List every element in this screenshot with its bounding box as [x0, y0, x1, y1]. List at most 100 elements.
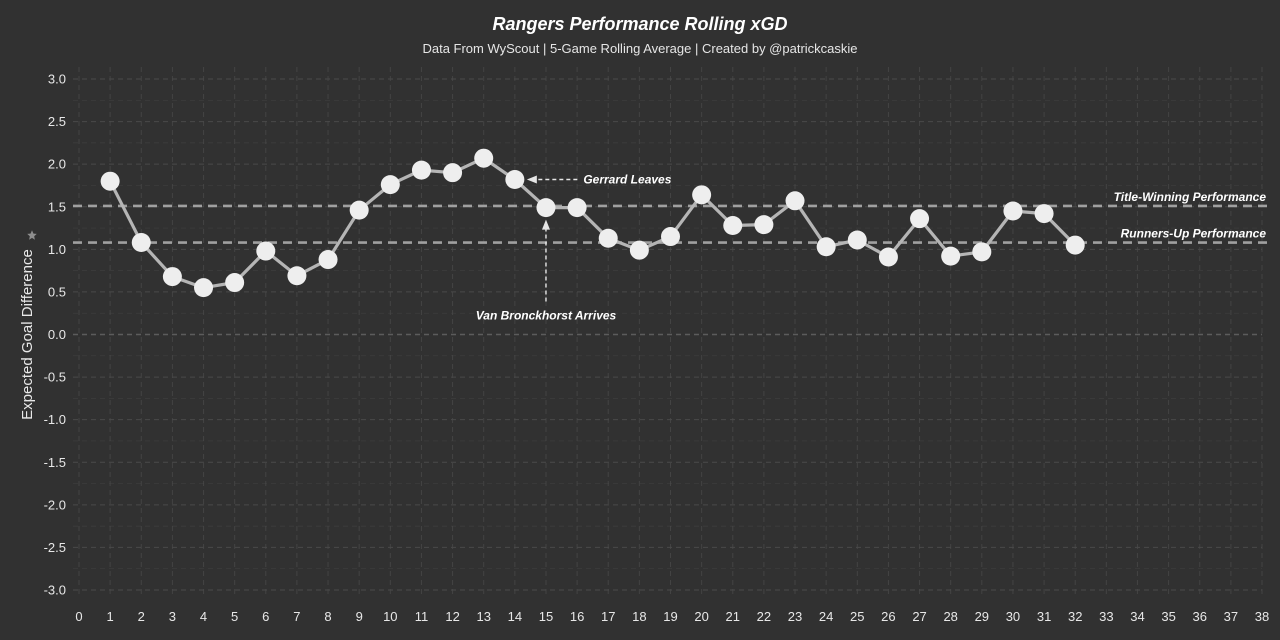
x-tick-label: 36	[1193, 609, 1207, 624]
x-tick-label: 0	[75, 609, 82, 624]
data-point	[941, 246, 961, 266]
y-tick-label: -2.0	[44, 497, 66, 512]
chart-title: Rangers Performance Rolling xGD	[492, 14, 788, 34]
data-point	[785, 191, 805, 211]
data-point	[1034, 204, 1054, 224]
data-point	[131, 233, 151, 253]
data-point	[723, 215, 743, 235]
y-tick-label: 0.0	[48, 327, 66, 342]
y-tick-label: 1.0	[48, 242, 66, 257]
x-tick-label: 26	[881, 609, 895, 624]
x-tick-label: 1	[107, 609, 114, 624]
x-tick-label: 7	[293, 609, 300, 624]
annotation-label: Van Bronckhorst Arrives	[476, 309, 617, 323]
data-point	[380, 175, 400, 195]
annotation-label: Gerrard Leaves	[583, 172, 671, 186]
x-tick-label: 33	[1099, 609, 1113, 624]
y-tick-label: 1.5	[48, 199, 66, 214]
x-tick-label: 3	[169, 609, 176, 624]
data-point	[349, 200, 369, 220]
data-point	[411, 160, 431, 180]
y-tick-label: -2.5	[44, 540, 66, 555]
x-tick-label: 34	[1130, 609, 1144, 624]
reference-lines-layer: Title-Winning Performance Runners-Up Perf…	[73, 190, 1272, 244]
data-point	[443, 163, 463, 183]
series-layer	[100, 148, 1085, 298]
x-tick-label: 29	[975, 609, 989, 624]
data-point	[661, 227, 680, 247]
data-point	[629, 240, 649, 260]
data-point	[474, 148, 494, 168]
data-point	[100, 171, 120, 191]
data-point	[287, 266, 307, 286]
data-point	[1003, 201, 1023, 221]
x-tick-label: 38	[1255, 609, 1269, 624]
data-point	[598, 228, 618, 248]
data-point	[910, 209, 930, 229]
arrowhead-icon	[526, 175, 537, 184]
data-point	[847, 230, 867, 250]
x-tick-label: 14	[508, 609, 522, 624]
x-tick-label: 30	[1006, 609, 1020, 624]
axes-layer: 3.0 2.5 2.0 1.5 1.0 0.5 0.0 -0.5 -1.0 -1.5 -2.0 -2.…	[19, 72, 1269, 625]
pin-icon	[27, 230, 37, 240]
x-tick-label: 22	[757, 609, 771, 624]
arrowhead-icon	[541, 219, 550, 230]
x-tick-label: 28	[943, 609, 957, 624]
y-tick-label: -1.5	[44, 455, 66, 470]
chart-subtitle: Data From WyScout | 5-Game Rolling Avera…	[422, 41, 858, 56]
y-tick-label: -1.0	[44, 412, 66, 427]
x-tick-label: 11	[415, 609, 429, 624]
grid-layer	[73, 67, 1263, 596]
y-tick-label: 2.5	[48, 114, 66, 129]
data-point	[692, 185, 712, 205]
x-tick-label: 10	[383, 609, 397, 624]
x-tick-label: 5	[231, 609, 238, 624]
x-tick-label: 4	[200, 609, 207, 624]
y-tick-label: 2.0	[48, 157, 66, 172]
x-tick-label: 13	[476, 609, 490, 624]
data-point	[162, 267, 182, 287]
data-point	[225, 273, 245, 293]
annotations-layer: Gerrard Leaves Van Bronckhorst Arrives	[476, 172, 672, 322]
x-tick-label: 12	[445, 609, 459, 624]
data-point	[878, 247, 898, 267]
x-tick-label: 27	[912, 609, 926, 624]
y-tick-label: -0.5	[44, 370, 66, 385]
data-point	[536, 198, 556, 218]
x-tick-label: 19	[663, 609, 677, 624]
data-point	[972, 242, 992, 262]
x-tick-label: 18	[632, 609, 646, 624]
x-tick-label: 37	[1224, 609, 1238, 624]
x-tick-label: 20	[694, 609, 708, 624]
data-point	[754, 215, 774, 235]
x-tick-label: 6	[262, 609, 269, 624]
y-tick-label: 0.5	[48, 284, 66, 299]
x-tick-label: 23	[788, 609, 802, 624]
x-tick-label: 24	[819, 609, 833, 624]
data-point	[567, 198, 587, 218]
x-tick-label: 25	[850, 609, 864, 624]
x-tick-label: 9	[356, 609, 363, 624]
data-point	[318, 250, 338, 270]
x-tick-label: 21	[726, 609, 740, 624]
y-tick-label: -3.0	[44, 583, 66, 598]
x-tick-label: 16	[570, 609, 584, 624]
x-tick-label: 35	[1161, 609, 1175, 624]
x-tick-label: 15	[539, 609, 553, 624]
y-tick-label: 3.0	[48, 72, 66, 87]
x-tick-label: 17	[601, 609, 615, 624]
y-axis-label: Expected Goal Difference	[19, 249, 36, 420]
data-point	[194, 278, 214, 298]
data-point	[256, 241, 276, 261]
data-point	[505, 169, 525, 189]
data-point	[816, 237, 836, 257]
x-tick-label: 32	[1068, 609, 1082, 624]
x-tick-label: 8	[324, 609, 331, 624]
reference-line-label: Title-Winning Performance	[1114, 190, 1267, 204]
x-tick-label: 31	[1037, 609, 1051, 624]
reference-line-label: Runners-Up Performance	[1121, 227, 1267, 241]
data-point	[1065, 235, 1085, 255]
